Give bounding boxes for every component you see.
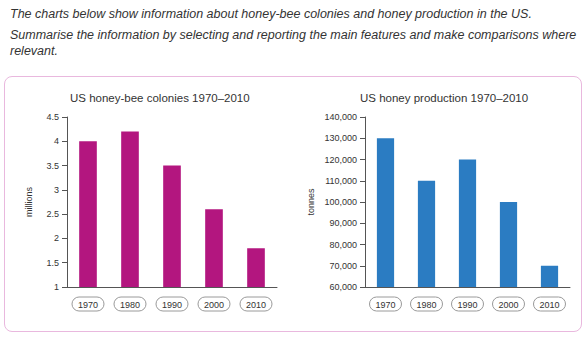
svg-text:130,000: 130,000 <box>324 133 357 143</box>
svg-text:1980: 1980 <box>120 300 140 310</box>
svg-text:1990: 1990 <box>162 300 182 310</box>
svg-text:4: 4 <box>54 136 59 146</box>
svg-text:2: 2 <box>54 233 59 243</box>
svg-text:2.5: 2.5 <box>46 209 59 219</box>
svg-text:1980: 1980 <box>416 300 436 310</box>
svg-text:1990: 1990 <box>457 300 477 310</box>
svg-text:1970: 1970 <box>78 300 98 310</box>
svg-text:4.5: 4.5 <box>46 112 59 122</box>
svg-text:US honey production 1970–2010: US honey production 1970–2010 <box>360 92 528 104</box>
svg-text:3.5: 3.5 <box>46 161 59 171</box>
svg-text:1: 1 <box>54 282 59 292</box>
svg-text:120,000: 120,000 <box>324 155 357 165</box>
svg-text:80,000: 80,000 <box>329 240 357 250</box>
svg-text:2000: 2000 <box>498 300 518 310</box>
svg-text:2010: 2010 <box>246 300 266 310</box>
svg-text:tonnes: tonnes <box>306 188 316 216</box>
svg-text:90,000: 90,000 <box>329 218 357 228</box>
html-text:Summarise the information by s: Summarise the information by selecting a… <box>10 28 577 58</box>
svg-text:2000: 2000 <box>204 300 224 310</box>
svg-text:US honey-bee colonies 1970–201: US honey-bee colonies 1970–2010 <box>70 92 250 104</box>
svg-text:1.5: 1.5 <box>46 258 59 268</box>
svg-text:70,000: 70,000 <box>329 261 357 271</box>
svg-text:2010: 2010 <box>539 300 559 310</box>
svg-text:1970: 1970 <box>375 300 395 310</box>
svg-text:millions: millions <box>24 187 34 218</box>
svg-text:60,000: 60,000 <box>329 282 357 292</box>
svg-text:100,000: 100,000 <box>324 197 357 207</box>
svg-text:140,000: 140,000 <box>324 112 357 122</box>
svg-text:110,000: 110,000 <box>325 176 357 186</box>
html-text:The charts below show informat: The charts below show information about … <box>10 7 532 21</box>
svg-text:3: 3 <box>54 185 59 195</box>
